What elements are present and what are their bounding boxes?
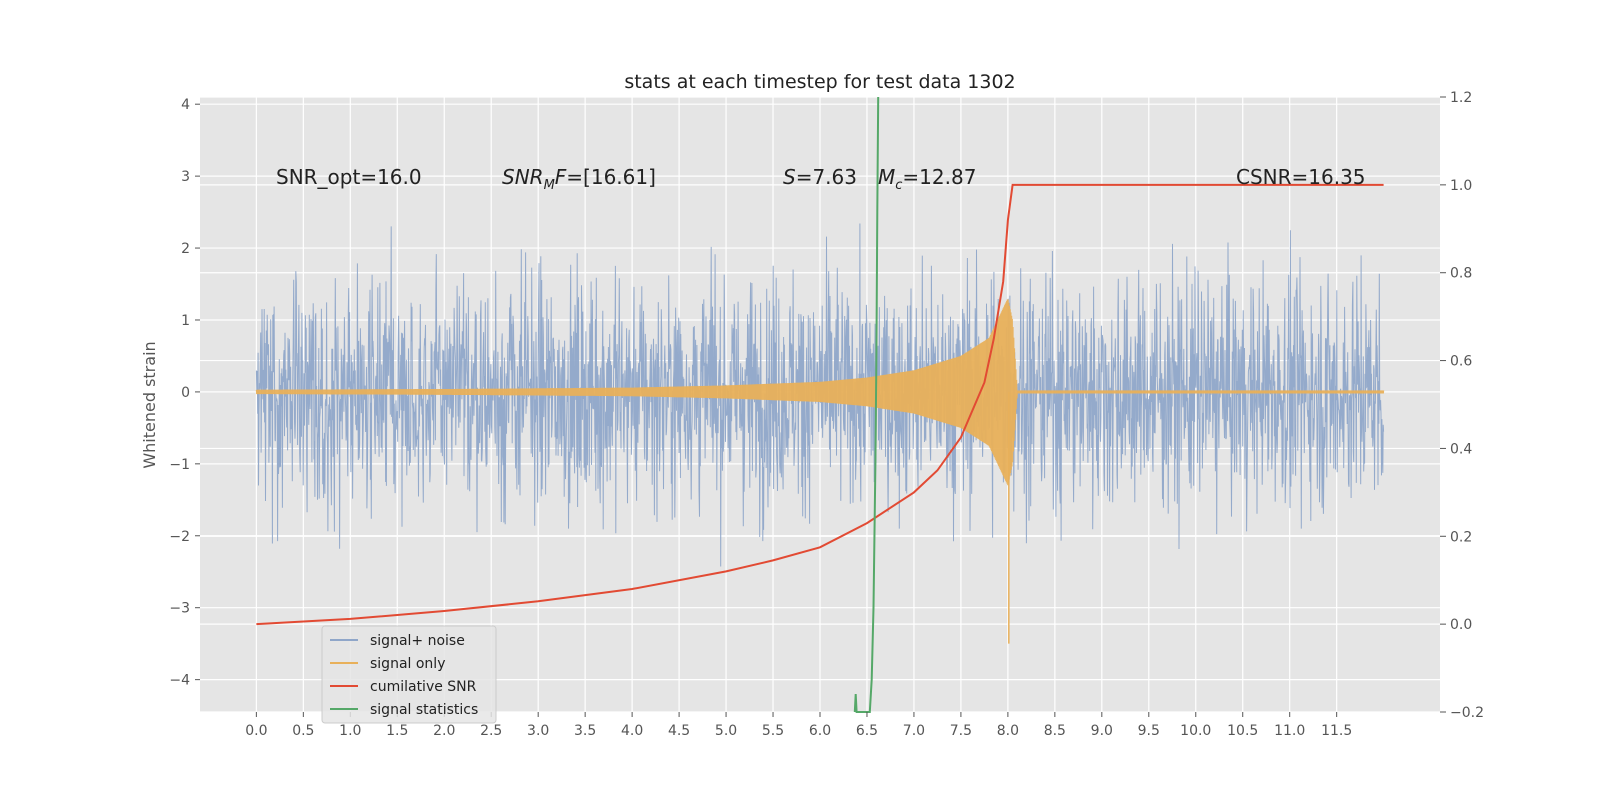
x-tick-label: 10.5 <box>1227 723 1258 739</box>
legend-label-signal-statistics: signal statistics <box>370 702 478 718</box>
y-tick-label: 3 <box>181 169 190 185</box>
annotation-s: S=7.63 <box>783 165 857 189</box>
signal-statistics-line <box>853 96 880 713</box>
y-tick-label: −1 <box>169 457 190 473</box>
annotation-csnr: CSNR=16.35 <box>1236 165 1366 189</box>
x-tick-label: 0.5 <box>292 723 314 739</box>
x-tick-label: 5.0 <box>715 723 737 739</box>
y-tick-label: −4 <box>169 673 190 689</box>
x-tick-label: 9.5 <box>1138 723 1160 739</box>
y2-tick-label: 0.2 <box>1450 529 1472 545</box>
legend-box <box>321 625 497 724</box>
y-tick-label: 4 <box>181 97 190 113</box>
x-tick-label: 0.0 <box>245 723 267 739</box>
x-tick-label: 8.0 <box>997 723 1019 739</box>
x-tick-label: 4.5 <box>668 723 690 739</box>
y2-tick-label: 0.0 <box>1450 617 1472 633</box>
axes-ticks: 0.0 0.5 1.0 1.5 2.0 2.5 3.0 3.5 4.0 4.5 5.0 5.5 6.0 6… <box>169 90 1484 739</box>
y2-tick-label: 1.0 <box>1450 178 1472 194</box>
x-tick-label: 11.5 <box>1321 723 1352 739</box>
annotation-snr-mf: SNRMF=[16.61] <box>502 165 656 193</box>
x-tick-label: 10.0 <box>1180 723 1211 739</box>
x-tick-label: 2.5 <box>480 723 502 739</box>
annotation-mc: Mc=12.87 <box>878 165 976 193</box>
legend-label-signal-plus-noise: signal+ noise <box>370 633 465 649</box>
legend-label-cumulative-snr: cumilative SNR <box>370 679 477 695</box>
x-tick-label: 5.5 <box>762 723 784 739</box>
y-axis-label: Whitened strain <box>140 341 159 468</box>
x-tick-label: 6.0 <box>809 723 831 739</box>
series-signal-statistics <box>853 96 880 713</box>
legend-label-signal-only: signal only <box>370 656 445 672</box>
series-cumulative-snr <box>256 183 1384 626</box>
x-tick-label: 11.0 <box>1274 723 1305 739</box>
x-tick-label: 2.0 <box>433 723 455 739</box>
cumulative-snr-line <box>256 183 1384 626</box>
series-signal-only <box>255 299 1385 644</box>
y-tick-label: 2 <box>181 241 190 257</box>
x-tick-label: 8.5 <box>1044 723 1066 739</box>
y-tick-label: 0 <box>181 385 190 401</box>
y-tick-label: −2 <box>169 529 190 545</box>
x-tick-label: 7.5 <box>950 723 972 739</box>
x-tick-label: 9.0 <box>1091 723 1113 739</box>
annotation-snr-opt: SNR_opt=16.0 <box>276 165 422 189</box>
x-tick-label: 7.0 <box>903 723 925 739</box>
y2-tick-label: 0.4 <box>1450 441 1472 457</box>
signal-only-line <box>255 299 1385 486</box>
legend: signal+ noise signal only cumilative SNR… <box>321 625 497 724</box>
x-tick-label: 1.0 <box>339 723 361 739</box>
y2-tick-label: 1.2 <box>1450 90 1472 106</box>
y-tick-label: 1 <box>181 313 190 329</box>
y2-tick-label: −0.2 <box>1450 705 1484 721</box>
y2-tick-label: 0.8 <box>1450 266 1472 282</box>
x-tick-label: 1.5 <box>386 723 408 739</box>
y-tick-label: −3 <box>169 601 190 617</box>
y2-tick-label: 0.6 <box>1450 354 1472 370</box>
x-tick-label: 3.0 <box>527 723 549 739</box>
x-tick-label: 6.5 <box>856 723 878 739</box>
chart-title: stats at each timestep for test data 130… <box>624 71 1015 93</box>
x-tick-label: 3.5 <box>574 723 596 739</box>
x-tick-label: 4.0 <box>621 723 643 739</box>
